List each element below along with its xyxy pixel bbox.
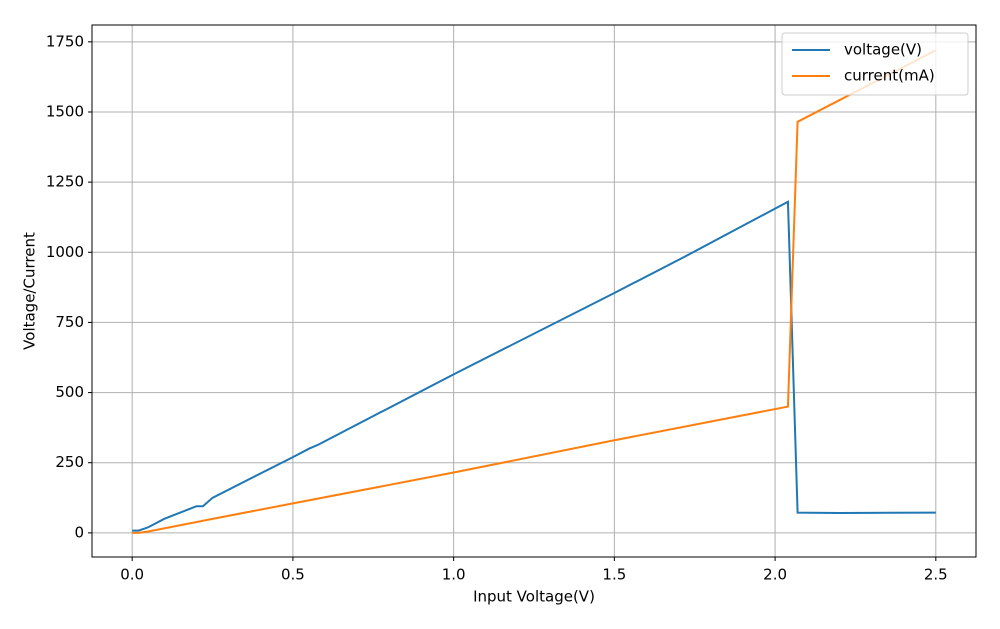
x-tick-label: 2.0 (763, 566, 787, 584)
y-tick-label: 0 (74, 523, 84, 541)
x-tick-label: 0.5 (281, 566, 305, 584)
y-tick-label: 1750 (46, 32, 84, 50)
y-axis-label: Voltage/Current (21, 232, 39, 350)
plot-frame (91, 24, 977, 558)
data-line (132, 200, 936, 532)
x-tick-label: 0.0 (120, 566, 144, 584)
y-tick-label: 750 (55, 313, 84, 331)
y-tick-label: 250 (55, 453, 84, 471)
data-line (132, 49, 937, 534)
legend-label: current(mA) (844, 67, 935, 85)
x-tick-label: 1.5 (602, 566, 626, 584)
legend-label: voltage(V) (844, 41, 922, 59)
y-tick-label: 1000 (46, 243, 84, 261)
y-tick-label: 1500 (46, 102, 84, 120)
y-tick-label: 1250 (46, 173, 84, 191)
legend-box (781, 32, 969, 96)
x-tick-label: 1.0 (442, 566, 466, 584)
x-tick-label: 2.5 (924, 566, 948, 584)
y-tick-label: 500 (55, 383, 84, 401)
x-axis-label: Input Voltage(V) (473, 588, 595, 606)
